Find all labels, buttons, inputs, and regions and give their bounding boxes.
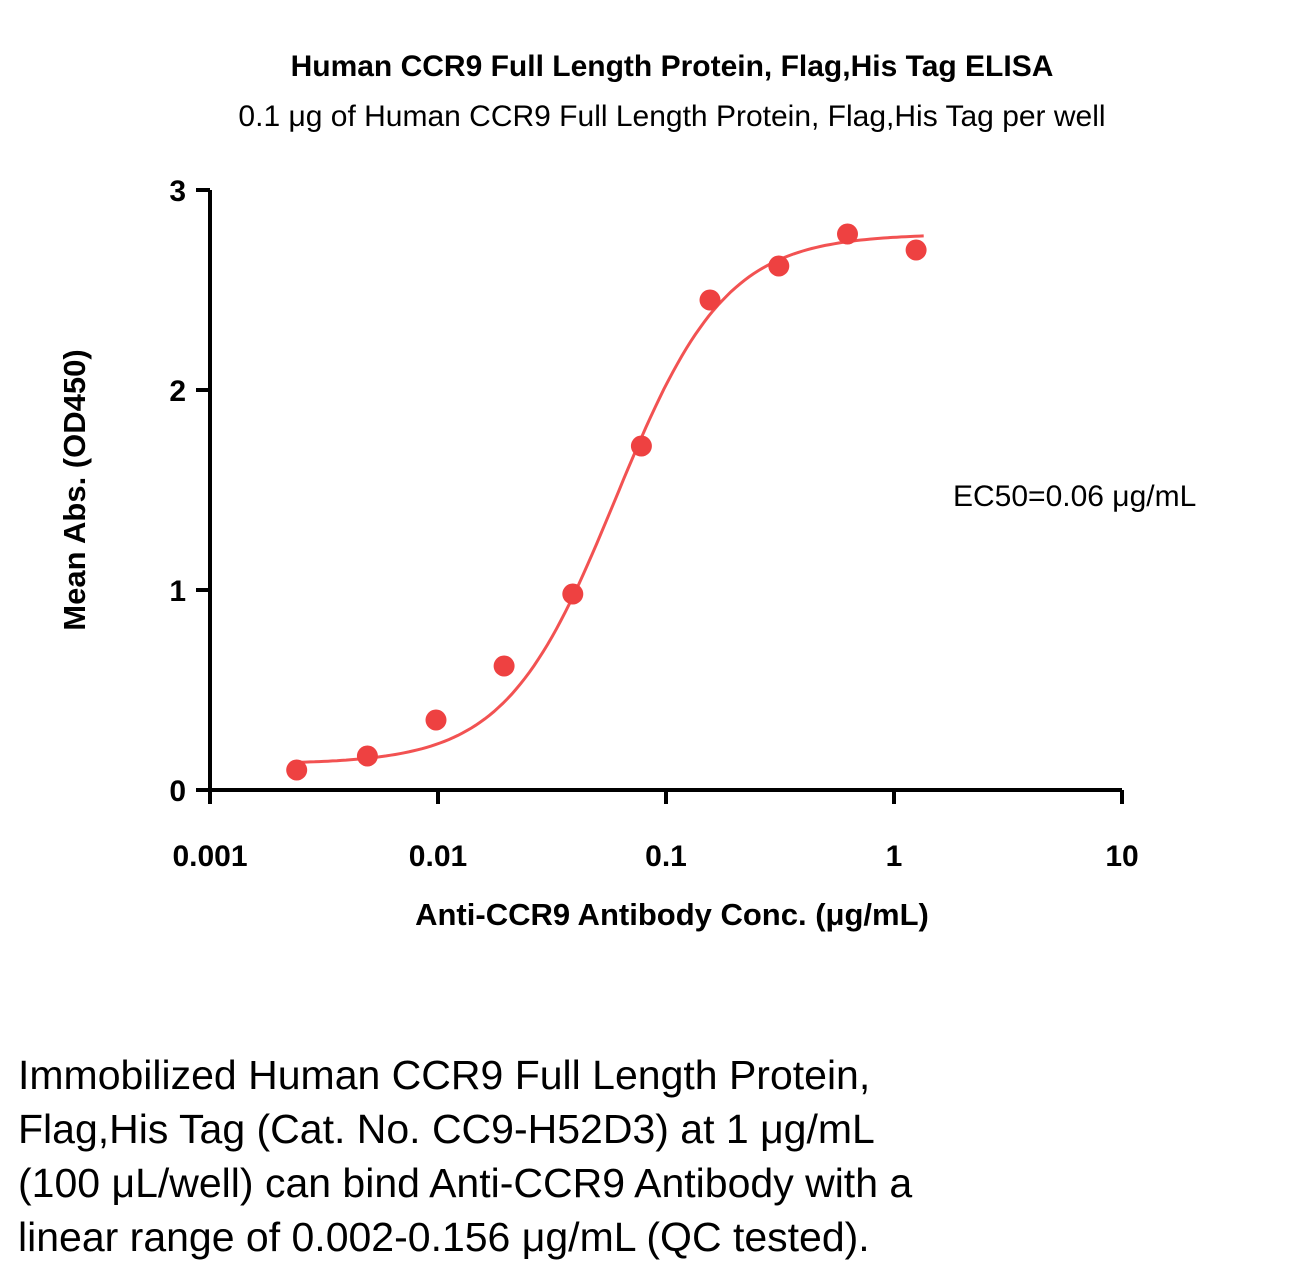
- caption-line: Flag,His Tag (Cat. No. CC9-H52D3) at 1 μ…: [18, 1106, 875, 1152]
- y-tick-label: 3: [169, 175, 186, 208]
- chart-title: Human CCR9 Full Length Protein, Flag,His…: [290, 50, 1054, 83]
- data-point: [286, 759, 308, 781]
- data-point: [562, 583, 584, 605]
- y-tick-label: 1: [169, 575, 186, 608]
- data-point: [493, 655, 515, 677]
- y-tick-label: 0: [169, 775, 186, 808]
- caption-line: Immobilized Human CCR9 Full Length Prote…: [18, 1052, 871, 1098]
- y-axis-label: Mean Abs. (OD450): [57, 349, 92, 631]
- data-point: [699, 289, 721, 311]
- y-tick-label: 2: [169, 375, 186, 408]
- fit-curve: [296, 234, 924, 764]
- data-point: [425, 709, 447, 731]
- x-tick-label: 1: [886, 840, 903, 873]
- x-axis-label: Anti-CCR9 Antibody Conc. (μg/mL): [415, 897, 929, 932]
- caption-line: linear range of 0.002-0.156 μg/mL (QC te…: [18, 1214, 870, 1260]
- data-point: [768, 255, 790, 277]
- x-tick-label: 0.1: [645, 840, 687, 873]
- x-tick-label: 10: [1105, 840, 1138, 873]
- data-point: [905, 239, 927, 261]
- caption-line: (100 μL/well) can bind Anti-CCR9 Antibod…: [18, 1160, 913, 1206]
- data-point: [356, 745, 378, 767]
- x-tick-label: 0.01: [409, 840, 467, 873]
- chart-subtitle: 0.1 μg of Human CCR9 Full Length Protein…: [238, 100, 1106, 133]
- caption: Immobilized Human CCR9 Full Length Prote…: [18, 1048, 1278, 1264]
- data-point: [837, 223, 858, 245]
- x-tick-label: 0.001: [172, 840, 247, 873]
- ec50-annotation: EC50=0.06 μg/mL: [953, 480, 1197, 513]
- data-point: [630, 435, 652, 457]
